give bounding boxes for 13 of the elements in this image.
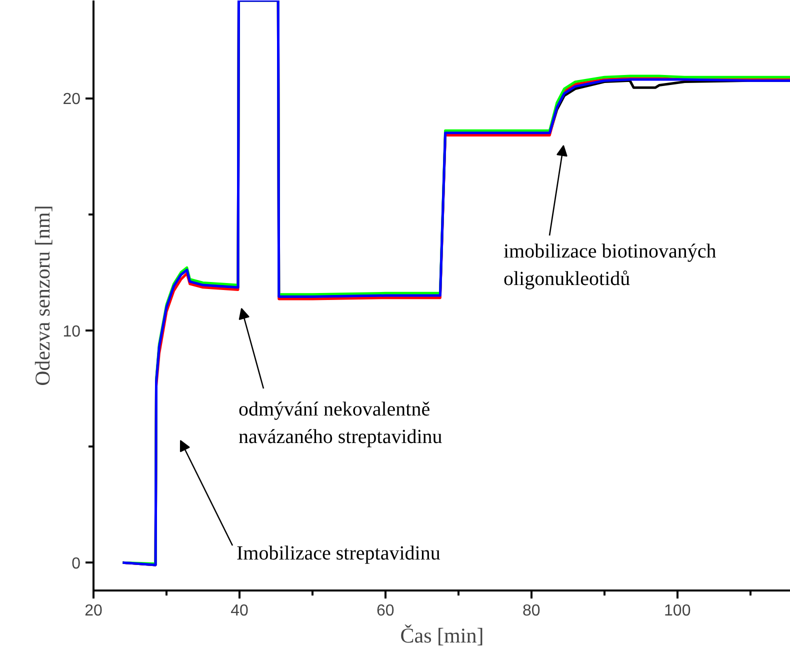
y-tick-label: 0 xyxy=(72,556,81,573)
annotation: Imobilizace streptavidinu xyxy=(236,542,440,564)
x-tick-label: 20 xyxy=(84,602,102,620)
y-tick-label: 10 xyxy=(62,323,81,340)
x-axis-title: Čas [min] xyxy=(400,624,484,648)
x-tick-label: 60 xyxy=(376,602,394,620)
annotation: odmývání nekovalentně navázaného streptavidinu xyxy=(238,398,442,448)
x-tick-label: 100 xyxy=(664,602,691,620)
annotation: imobilizace biotinovaných oligonukleotidů xyxy=(504,240,716,290)
y-axis-title: Odezva senzoru [nm] xyxy=(30,205,55,386)
x-tick-label: 80 xyxy=(522,602,540,620)
x-tick-label: 40 xyxy=(230,602,248,620)
y-tick-label: 20 xyxy=(62,91,81,108)
